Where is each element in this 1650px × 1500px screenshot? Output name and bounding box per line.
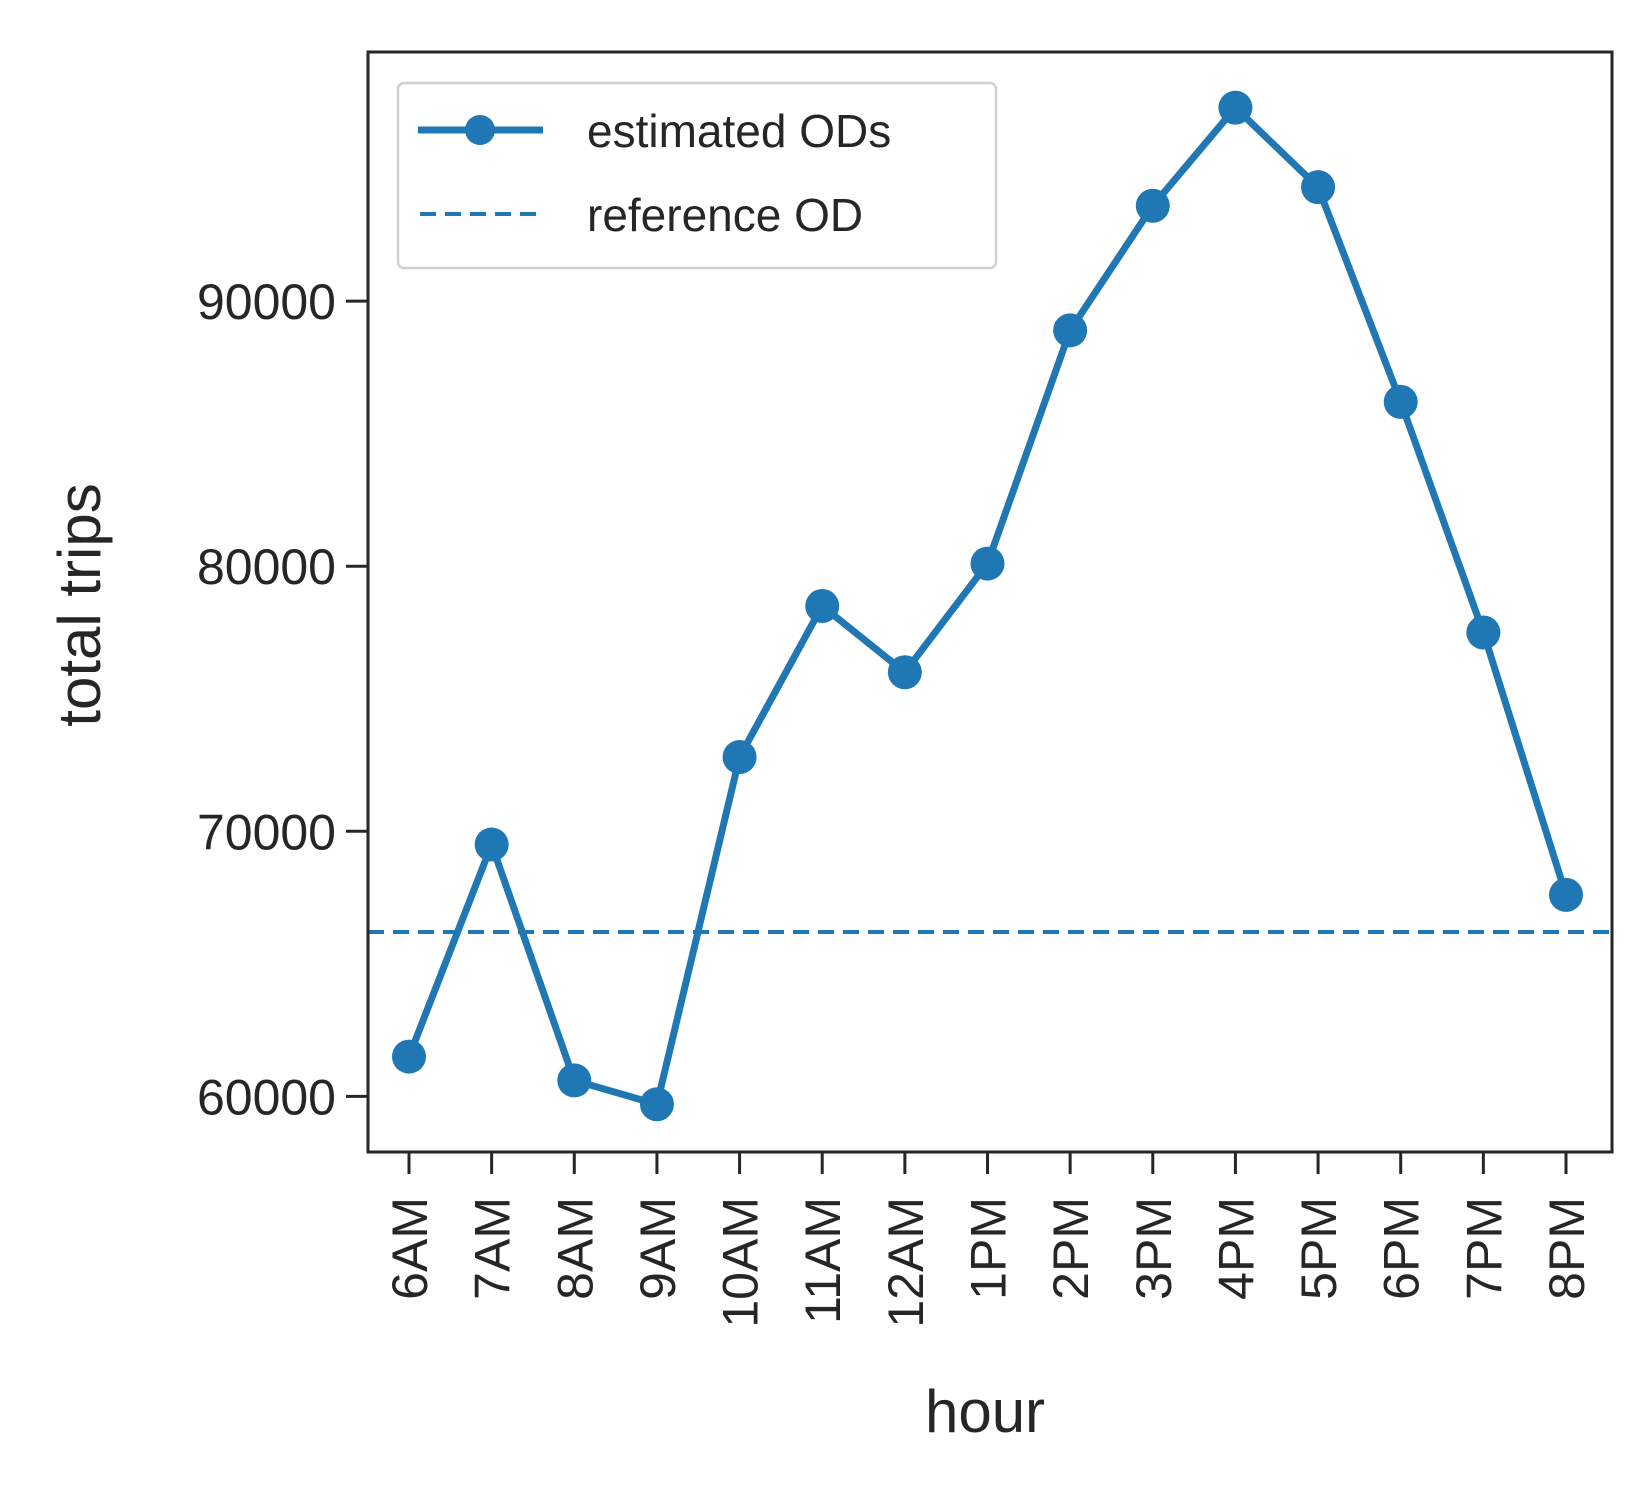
- y-axis-label: total trips: [46, 483, 113, 726]
- y-tick-label: 90000: [197, 274, 336, 330]
- x-tick-label: 8PM: [1539, 1197, 1595, 1300]
- legend-marker-estimated-ods: [465, 115, 495, 145]
- x-tick-label: 5PM: [1291, 1197, 1347, 1300]
- data-point: [805, 588, 840, 623]
- x-tick-label: 6AM: [382, 1197, 438, 1300]
- x-tick-label: 7AM: [465, 1197, 521, 1300]
- y-tick-label: 70000: [197, 804, 336, 860]
- x-tick-label: 3PM: [1126, 1197, 1182, 1300]
- x-tick-label: 6PM: [1374, 1197, 1430, 1300]
- data-point: [1135, 188, 1170, 223]
- x-tick-label: 8AM: [547, 1197, 603, 1300]
- y-tick-label: 60000: [197, 1069, 336, 1125]
- x-tick-label: 7PM: [1456, 1197, 1512, 1300]
- data-point: [1383, 384, 1418, 419]
- data-point: [887, 655, 922, 690]
- y-tick-label: 80000: [197, 539, 336, 595]
- x-axis: 6AM 7AM 8AM 9AM 10AM 11AM 12AM 1PM 2PM 3PM 4PM 5PM 6…: [382, 1152, 1595, 1328]
- data-point: [1466, 615, 1501, 650]
- data-point: [1218, 90, 1253, 125]
- plot-area: [366, 50, 1614, 1154]
- x-tick-label: 1PM: [961, 1197, 1017, 1300]
- data-point: [1549, 877, 1583, 912]
- x-tick-label: 11AM: [795, 1197, 851, 1324]
- legend-label-estimated-ods: estimated ODs: [587, 105, 891, 157]
- data-point: [392, 1039, 426, 1074]
- x-tick-label: 12AM: [878, 1197, 934, 1328]
- x-tick-label: 2PM: [1043, 1197, 1099, 1300]
- x-axis-label: hour: [925, 1378, 1045, 1445]
- x-tick-label: 4PM: [1208, 1197, 1264, 1300]
- data-point: [639, 1087, 674, 1122]
- y-axis: 60000 70000 80000 90000: [197, 274, 368, 1125]
- data-point: [1301, 170, 1336, 205]
- data-point: [1053, 313, 1088, 348]
- data-point: [722, 740, 757, 775]
- data-point: [474, 827, 509, 862]
- x-tick-label: 10AM: [713, 1197, 769, 1328]
- x-tick-label: 9AM: [630, 1197, 686, 1300]
- plot-frame: [366, 50, 1614, 1154]
- data-point: [557, 1063, 592, 1098]
- legend: estimated ODs reference OD: [396, 81, 998, 270]
- data-point: [970, 546, 1005, 581]
- legend-label-reference-od: reference OD: [587, 189, 863, 241]
- legend-frame: [396, 81, 998, 270]
